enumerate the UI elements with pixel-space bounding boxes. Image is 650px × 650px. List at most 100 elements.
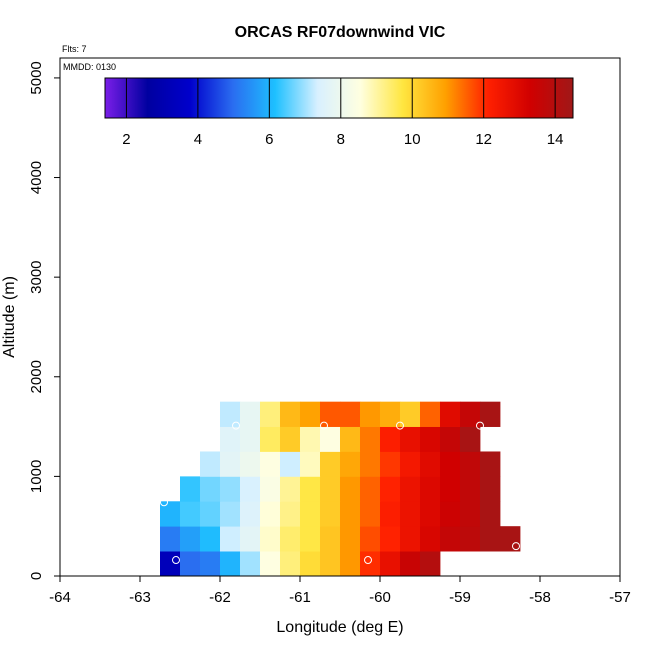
x-axis-label: Longitude (deg E): [276, 619, 403, 636]
heatmap-cell: [360, 426, 381, 452]
heatmap-cell: [200, 451, 221, 477]
heatmap-cell: [280, 451, 301, 477]
flight-point: [172, 556, 180, 565]
heatmap-cell: [400, 401, 421, 427]
heatmap-cell: [400, 501, 421, 527]
heatmap-cell: [300, 551, 321, 577]
heatmap-cell: [240, 426, 261, 452]
heatmap-cell: [320, 476, 341, 502]
flight-point: [364, 556, 372, 565]
heatmap-cell: [400, 451, 421, 477]
heatmap-cell: [440, 451, 461, 477]
flight-point: [396, 421, 404, 430]
heatmap-cell: [340, 476, 361, 502]
flight-point: [232, 421, 240, 430]
heatmap-cell: [240, 476, 261, 502]
heatmap-cell: [380, 401, 401, 427]
heatmap-cell: [260, 451, 281, 477]
heatmap-cell: [440, 476, 461, 502]
heatmap-cell: [300, 426, 321, 452]
heatmap-cell: [460, 476, 481, 502]
heatmap-cell: [420, 476, 441, 502]
heatmap-cell: [220, 451, 241, 477]
heatmap-cell: [340, 426, 361, 452]
x-tick-label: -61: [289, 589, 311, 606]
plot-frame: [59, 57, 621, 577]
y-tick-label: 0: [28, 572, 45, 580]
heatmap-cell: [360, 401, 381, 427]
x-tick-label: -60: [369, 589, 391, 606]
x-tick-label: -58: [529, 589, 551, 606]
flight-point: [512, 542, 520, 551]
heatmap-cell: [220, 476, 241, 502]
heatmap-cell: [240, 401, 261, 427]
heatmap-cell: [320, 551, 341, 577]
heatmap-cell: [340, 526, 361, 552]
heatmap-cell: [420, 401, 441, 427]
heatmap-cell: [340, 501, 361, 527]
heatmap-cell: [220, 551, 241, 577]
heatmap-cell: [240, 451, 261, 477]
y-tick-label: 5000: [28, 61, 45, 94]
heatmap-cell: [300, 451, 321, 477]
plot-content: [160, 401, 521, 577]
x-axis: -64 -63 -62 -61 -60 -59 -58 -57: [49, 576, 631, 606]
heatmap-cell: [260, 476, 281, 502]
heatmap-cell: [460, 426, 481, 452]
heatmap-cell: [400, 526, 421, 552]
heatmap-cell: [400, 426, 421, 452]
heatmap-cell: [380, 526, 401, 552]
heatmap-cell: [280, 526, 301, 552]
heatmap-cell: [400, 476, 421, 502]
colorbar-tick-label: 4: [194, 131, 202, 148]
heatmap-cell: [340, 551, 361, 577]
colorbar-tick-label: 12: [475, 131, 492, 148]
colorbar-tick-label: 2: [122, 131, 130, 148]
heatmap-cell: [380, 551, 401, 577]
heatmap-cell: [260, 501, 281, 527]
heatmap-cell: [180, 551, 201, 577]
heatmap-cell: [360, 476, 381, 502]
heatmap-cell: [160, 526, 181, 552]
heatmap-cell: [460, 501, 481, 527]
heatmap-cell: [280, 426, 301, 452]
heatmap-cell: [220, 526, 241, 552]
heatmap-cell: [180, 476, 201, 502]
heatmap-cell: [480, 476, 501, 502]
heatmap-cell: [280, 401, 301, 427]
heatmap-cell: [440, 401, 461, 427]
heatmap-cell: [360, 501, 381, 527]
colorbar-tick-label: 10: [404, 131, 421, 148]
y-tick-label: 1000: [28, 460, 45, 493]
heatmap-cell: [440, 501, 461, 527]
heatmap-cell: [180, 526, 201, 552]
colorbar-tick-label: 8: [337, 131, 345, 148]
heatmap-cell: [220, 401, 241, 427]
heatmap-cell: [160, 551, 181, 577]
heatmap-cell: [320, 501, 341, 527]
heatmap-cell: [360, 526, 381, 552]
heatmap-cell: [300, 501, 321, 527]
heatmap-cell: [260, 526, 281, 552]
y-tick-label: 4000: [28, 161, 45, 194]
heatmap-cell: [480, 401, 501, 427]
heatmap-cell: [320, 426, 341, 452]
x-tick-label: -59: [449, 589, 471, 606]
heatmap-cell: [420, 451, 441, 477]
date-annotation: MMDD: 0130: [63, 62, 116, 72]
heatmap-cell: [220, 426, 241, 452]
y-axis: 0 1000 2000 3000 4000 5000: [28, 61, 60, 580]
heatmap-cell: [320, 401, 341, 427]
heatmap-cell: [240, 526, 261, 552]
heatmap-cell: [380, 451, 401, 477]
heatmap-cell: [420, 526, 441, 552]
x-tick-label: -62: [209, 589, 231, 606]
heatmap-cell: [320, 451, 341, 477]
heatmap-cell: [380, 476, 401, 502]
heatmap-cell: [340, 451, 361, 477]
heatmap-cell: [480, 501, 501, 527]
colorbar-tick-label: 14: [547, 131, 564, 148]
chart-title: ORCAS RF07downwind VIC: [235, 24, 446, 41]
heatmap-cell: [200, 501, 221, 527]
y-tick-label: 3000: [28, 260, 45, 293]
